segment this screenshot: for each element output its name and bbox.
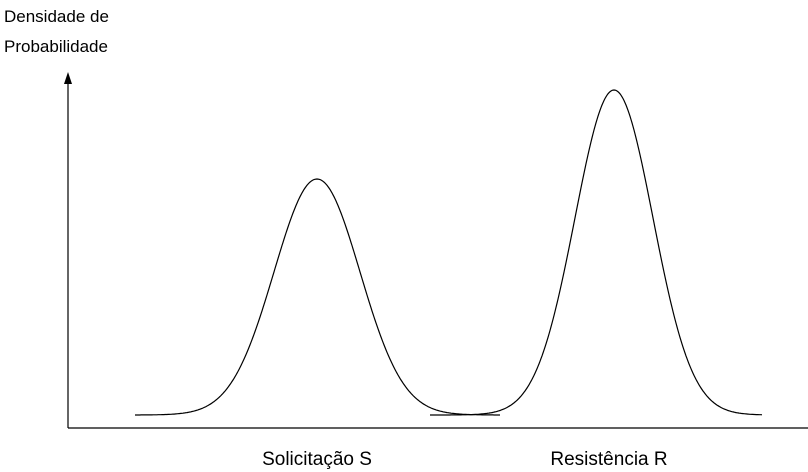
y-axis-label: Densidade de Probabilidade	[4, 7, 109, 56]
resistencia-density-curve	[430, 89, 763, 416]
solicitacao-density-curve	[135, 178, 500, 416]
y-axis-arrowhead	[64, 72, 72, 84]
y-axis-label-line-1: Densidade de	[4, 7, 109, 26]
category-label-solicitacao: Solicitação S	[262, 449, 372, 470]
y-axis-label-line-2: Probabilidade	[4, 37, 108, 56]
density-curves	[135, 89, 763, 416]
category-label-resistencia: Resistência R	[550, 449, 667, 470]
